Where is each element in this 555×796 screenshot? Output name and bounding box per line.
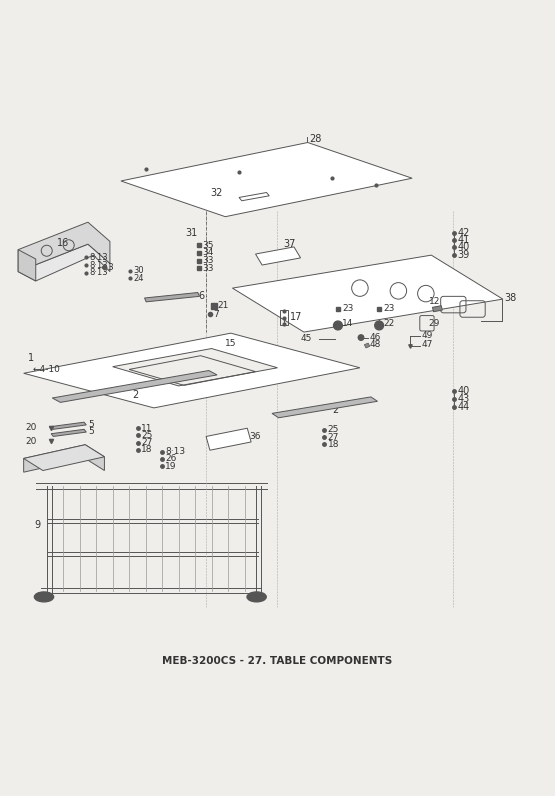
Text: 32: 32 [210,188,223,198]
Text: 27: 27 [327,432,339,442]
Text: 7: 7 [213,310,219,319]
Polygon shape [51,422,86,429]
Text: 16: 16 [57,238,69,248]
Text: 8·13: 8·13 [165,447,185,456]
Text: 28: 28 [309,134,322,143]
Text: MEB-3200CS - 27. TABLE COMPONENTS: MEB-3200CS - 27. TABLE COMPONENTS [163,656,392,666]
Text: 15: 15 [225,338,237,348]
Polygon shape [18,250,36,281]
Text: 5: 5 [88,427,94,436]
Text: 8·13: 8·13 [89,260,108,270]
Text: 35: 35 [202,240,214,250]
Text: 20: 20 [26,437,37,446]
Polygon shape [144,292,199,302]
Polygon shape [206,428,251,451]
Text: 33: 33 [202,256,214,265]
Polygon shape [255,247,301,265]
Text: 2: 2 [132,390,138,400]
Polygon shape [18,222,110,271]
Polygon shape [24,445,104,470]
Text: 34: 34 [202,248,214,257]
Text: 36: 36 [249,432,260,441]
Text: 49: 49 [422,331,433,341]
Circle shape [375,321,384,330]
Text: 40: 40 [458,386,470,396]
Text: 1: 1 [28,353,34,364]
Text: 40: 40 [458,243,470,252]
Text: 5: 5 [88,419,94,429]
Text: 46: 46 [370,333,381,342]
Polygon shape [52,370,217,403]
Text: 45: 45 [300,334,311,343]
Polygon shape [18,244,110,281]
Text: ←4-10: ←4-10 [33,365,61,374]
Polygon shape [233,256,503,332]
Text: 19: 19 [165,462,177,470]
Text: 41: 41 [458,236,470,245]
Text: 9: 9 [34,521,41,530]
Text: 11: 11 [141,423,153,433]
Text: 17: 17 [290,312,302,322]
Text: 33: 33 [202,263,214,273]
Text: 8·13: 8·13 [89,268,108,277]
Polygon shape [24,445,104,472]
Polygon shape [51,429,86,436]
Text: 47: 47 [422,340,433,349]
Text: 39: 39 [458,250,470,259]
Polygon shape [121,142,412,217]
Text: 27: 27 [141,438,153,447]
Text: 25: 25 [327,425,339,435]
Polygon shape [364,343,370,348]
Text: 30: 30 [134,266,144,275]
Text: 23: 23 [384,305,395,314]
Text: 3: 3 [107,263,113,271]
Ellipse shape [247,592,266,602]
Text: 48: 48 [370,340,381,349]
Text: 23: 23 [342,305,354,314]
Text: 26: 26 [165,455,177,463]
Text: 44: 44 [458,402,470,412]
Text: 18: 18 [141,445,153,455]
Text: 15: 15 [225,357,237,365]
Polygon shape [272,397,377,418]
Text: 4: 4 [52,452,58,462]
Text: 12: 12 [428,298,440,306]
Text: 43: 43 [458,394,470,404]
Text: 29: 29 [428,319,440,328]
Text: 37: 37 [283,239,295,249]
Circle shape [359,335,364,341]
Circle shape [334,321,342,330]
Ellipse shape [34,592,54,602]
Text: 42: 42 [458,228,470,238]
Text: 14: 14 [342,319,354,328]
Text: 2: 2 [332,405,339,415]
Text: 20: 20 [26,423,37,432]
Polygon shape [24,334,360,408]
Text: 24: 24 [134,274,144,283]
Text: 25: 25 [141,431,153,440]
Polygon shape [432,306,442,312]
Text: 21: 21 [217,301,229,310]
Text: 6: 6 [198,291,204,301]
Text: 38: 38 [504,293,516,303]
Polygon shape [113,349,278,386]
Text: 18: 18 [327,439,339,449]
Text: 22: 22 [384,319,395,328]
Text: 8·13: 8·13 [89,253,108,262]
Text: 31: 31 [185,228,198,238]
